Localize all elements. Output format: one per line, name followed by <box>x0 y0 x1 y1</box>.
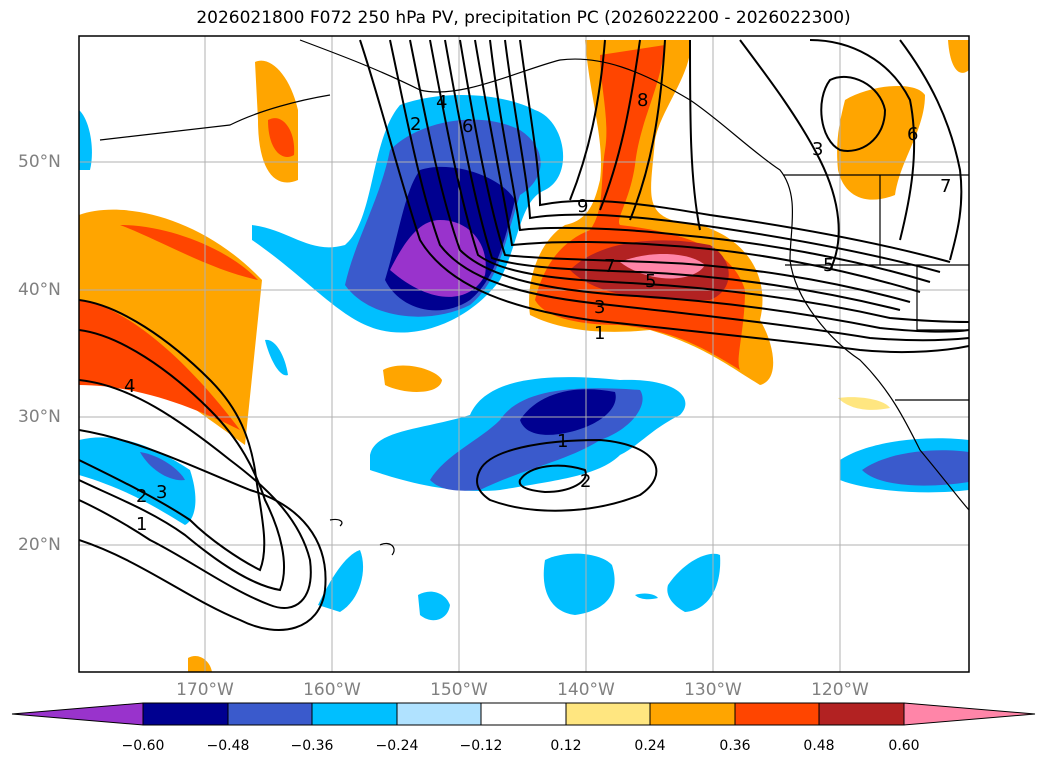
contour-label: 6 <box>462 116 473 137</box>
colorbar-tick: 0.48 <box>803 738 835 754</box>
colorbar-tick: −0.48 <box>206 738 250 754</box>
colorbar <box>11 702 1036 726</box>
contour-label: 4 <box>436 92 447 113</box>
colorbar-tick: 0.12 <box>550 738 582 754</box>
contour-label: 3 <box>594 297 605 318</box>
contour-label: 1 <box>594 323 605 344</box>
lat-label: 30°N <box>18 407 61 427</box>
lon-label: 130°W <box>684 680 742 700</box>
colorbar-tick: 0.36 <box>719 738 751 754</box>
contour-label: 7 <box>940 176 951 197</box>
contour-label: 8 <box>637 90 648 111</box>
contour-label: 1 <box>136 514 147 535</box>
contour-label: 5 <box>823 255 834 276</box>
colorbar-tick: −0.60 <box>121 738 165 754</box>
lat-label: 40°N <box>18 280 61 300</box>
contour-label: 3 <box>156 482 167 503</box>
contour-label-group: 2 4 6 8 9 7 5 3 1 3 6 7 5 4 2 3 1 1 2 <box>124 90 951 535</box>
contour-label: 7 <box>604 256 615 277</box>
contour-label: 4 <box>124 376 135 397</box>
contour-label: 2 <box>580 471 591 492</box>
lat-label: 20°N <box>18 535 61 555</box>
contour-label: 1 <box>557 431 568 452</box>
lon-label: 120°W <box>811 680 869 700</box>
lon-label: 160°W <box>303 680 361 700</box>
map-title: 2026021800 F072 250 hPa PV, precipitatio… <box>196 8 851 28</box>
colorbar-tick: −0.24 <box>375 738 419 754</box>
lon-label: 170°W <box>176 680 234 700</box>
colorbar-tick: 0.24 <box>634 738 666 754</box>
colorbar-low-extend <box>11 702 144 726</box>
lat-label: 50°N <box>18 152 61 172</box>
lon-label: 150°W <box>430 680 488 700</box>
contour-label: 2 <box>136 486 147 507</box>
contour-label: 5 <box>645 271 656 292</box>
contour-label: 9 <box>577 196 588 217</box>
colorbar-tick: 0.60 <box>888 738 920 754</box>
contour-label: 3 <box>812 139 823 160</box>
colorbar-tick: −0.36 <box>290 738 334 754</box>
lon-label: 140°W <box>557 680 615 700</box>
contour-label: 2 <box>410 114 421 135</box>
plot-frame <box>78 35 970 673</box>
colorbar-tick: −0.12 <box>459 738 503 754</box>
shaded-anomalies <box>79 40 969 672</box>
contour-label: 6 <box>907 124 918 145</box>
colorbar-high-extend <box>903 702 1036 726</box>
pv-contours <box>79 39 969 631</box>
